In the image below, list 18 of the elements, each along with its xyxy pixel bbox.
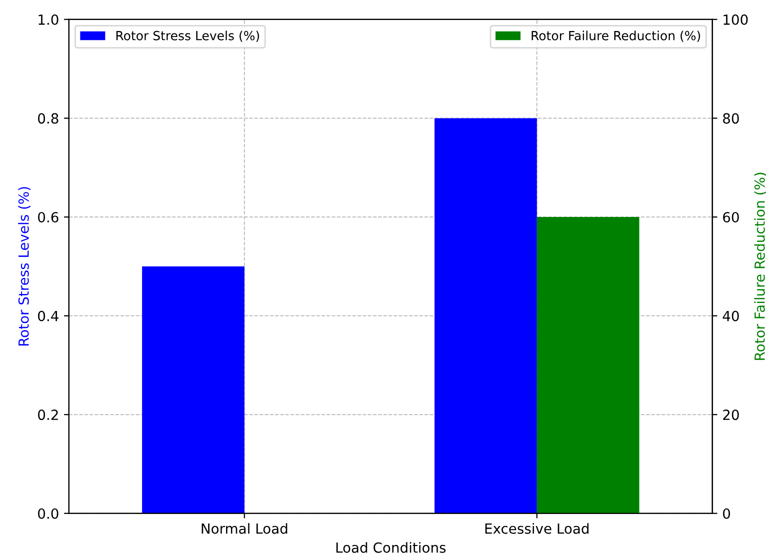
y2-tick-label: 0 (723, 508, 730, 519)
y-tick-label: 0.4 (38, 310, 58, 322)
x-axis-title: Load Conditions (336, 542, 446, 553)
y2-tick-label: 20 (723, 410, 739, 420)
y-tick-label: 0.0 (38, 508, 58, 519)
y-tick-label: 0.8 (38, 113, 58, 124)
y2-tick-label: 100 (724, 14, 748, 25)
y2-tick-label: 40 (722, 310, 739, 322)
x-tick-label: Excessive Load (485, 523, 589, 534)
y-tick-label: 0.6 (38, 212, 58, 222)
legend-label: Rotor Stress Levels (%) (116, 30, 260, 42)
y2-tick-label: 80 (723, 113, 739, 124)
y2-tick-label: 60 (723, 212, 739, 222)
x-tick-label: Normal Load (202, 523, 288, 534)
legend-label: Rotor Failure Reduction (%) (532, 30, 700, 42)
y-tick-label: 1.0 (38, 14, 58, 25)
y-axis-title: Rotor Stress Levels (%) (18, 187, 31, 346)
y-tick-label: 0.2 (38, 410, 58, 420)
